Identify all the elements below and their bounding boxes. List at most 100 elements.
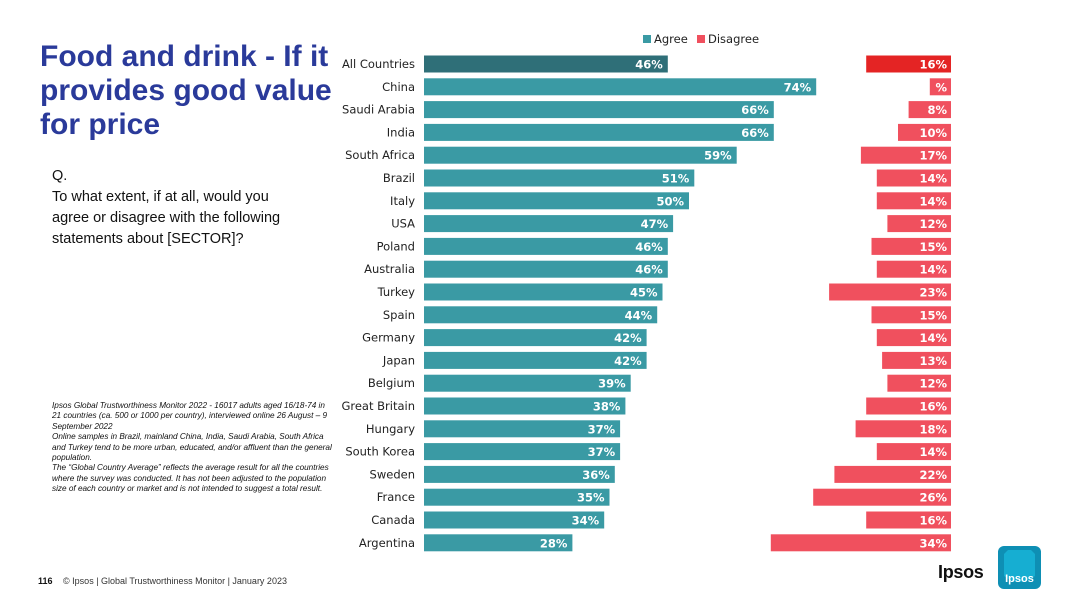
disagree-bar bbox=[929, 78, 951, 96]
disagree-bar bbox=[876, 443, 951, 461]
disagree-value-label: 17% bbox=[919, 149, 947, 163]
category-label: Australia bbox=[364, 262, 415, 276]
disagree-bar bbox=[834, 465, 951, 483]
agree-value-label: 50% bbox=[656, 194, 684, 208]
category-label: Poland bbox=[377, 239, 415, 253]
disagree-value-label: 14% bbox=[919, 194, 947, 208]
agree-value-label: 47% bbox=[641, 217, 669, 231]
agree-value-label: 38% bbox=[593, 400, 621, 414]
disagree-bar bbox=[770, 534, 951, 552]
category-label: USA bbox=[391, 217, 415, 231]
agree-value-label: 46% bbox=[635, 263, 663, 277]
disagree-bar bbox=[908, 101, 951, 119]
category-label: Spain bbox=[383, 308, 415, 322]
disagree-bar bbox=[871, 306, 951, 324]
ipsos-logo-text: Ipsos bbox=[938, 562, 984, 582]
page-title: Food and drink - If it provides good val… bbox=[40, 40, 332, 141]
source-note: Ipsos Global Trustworthiness Monitor 202… bbox=[52, 401, 332, 495]
category-label: Argentina bbox=[359, 536, 415, 550]
footer: 116 © Ipsos | Global Trustworthiness Mon… bbox=[38, 576, 287, 586]
disagree-value-label: 15% bbox=[919, 240, 947, 254]
agree-bar bbox=[424, 374, 631, 392]
disagree-value-label: 13% bbox=[919, 354, 947, 368]
agree-value-label: 37% bbox=[588, 445, 616, 459]
agree-value-label: 34% bbox=[572, 514, 600, 528]
disagree-value-label: 18% bbox=[919, 422, 947, 436]
source-note-line: Online samples in Brazil, mainland China… bbox=[52, 432, 332, 463]
disagree-value-label: 16% bbox=[919, 400, 947, 414]
agree-value-label: 44% bbox=[625, 308, 653, 322]
agree-bar bbox=[424, 192, 689, 210]
category-label: France bbox=[377, 490, 415, 504]
disagree-value-label: 8% bbox=[927, 103, 947, 117]
agree-bar bbox=[424, 465, 615, 483]
ipsos-logo-icon: Ipsos bbox=[998, 546, 1041, 589]
category-label: Belgium bbox=[368, 376, 415, 390]
disagree-bar bbox=[876, 192, 951, 210]
disagree-value-label: 12% bbox=[919, 377, 947, 391]
disagree-bar bbox=[855, 420, 951, 438]
disagree-value-label: 14% bbox=[919, 445, 947, 459]
category-label: Brazil bbox=[383, 171, 415, 185]
question-label: Q. bbox=[52, 168, 68, 184]
category-label: All Countries bbox=[342, 57, 415, 71]
category-label: China bbox=[382, 80, 415, 94]
disagree-value-label: 15% bbox=[919, 308, 947, 322]
disagree-value-label: 26% bbox=[919, 491, 947, 505]
agree-value-label: 35% bbox=[577, 491, 605, 505]
agree-value-label: 37% bbox=[588, 422, 616, 436]
disagree-value-label: 12% bbox=[919, 217, 947, 231]
question-block: Q. To what extent, if at all, would you … bbox=[52, 166, 282, 250]
agree-value-label: 45% bbox=[630, 286, 658, 300]
agree-bar bbox=[424, 511, 605, 529]
question-text: To what extent, if at all, would you agr… bbox=[52, 189, 281, 247]
disagree-bar bbox=[876, 169, 951, 187]
agree-value-label: 39% bbox=[598, 377, 626, 391]
agree-bar bbox=[424, 215, 674, 233]
category-label: Japan bbox=[382, 353, 415, 367]
category-label: Great Britain bbox=[341, 399, 415, 413]
agree-bar bbox=[424, 329, 647, 347]
disagree-bar bbox=[887, 215, 951, 233]
category-label: Hungary bbox=[366, 422, 415, 436]
source-note-line: Ipsos Global Trustworthiness Monitor 202… bbox=[52, 401, 328, 431]
disagree-bar bbox=[866, 397, 951, 415]
disagree-value-label: 23% bbox=[919, 286, 947, 300]
disagree-bar bbox=[860, 146, 951, 164]
agree-bar bbox=[424, 237, 668, 255]
agree-bar bbox=[424, 443, 621, 461]
legend-agree-swatch bbox=[643, 35, 651, 43]
category-label: India bbox=[387, 125, 415, 139]
agree-value-label: 46% bbox=[635, 58, 663, 72]
agree-bar bbox=[424, 146, 737, 164]
disagree-bar bbox=[866, 511, 951, 529]
disagree-value-label: 14% bbox=[919, 331, 947, 345]
agree-bar bbox=[424, 260, 668, 278]
agree-bar bbox=[424, 283, 663, 301]
legend-disagree-swatch bbox=[697, 35, 705, 43]
legend-disagree-label: Disagree bbox=[708, 32, 759, 46]
disagree-value-label: % bbox=[935, 80, 947, 94]
category-label: South Korea bbox=[345, 445, 415, 459]
category-label: Saudi Arabia bbox=[342, 103, 415, 117]
disagree-bar bbox=[882, 351, 951, 369]
disagree-value-label: 14% bbox=[919, 172, 947, 186]
agree-bar bbox=[424, 488, 610, 506]
agree-bar bbox=[424, 101, 774, 119]
disagree-value-label: 22% bbox=[919, 468, 947, 482]
agree-value-label: 42% bbox=[614, 354, 642, 368]
disagree-value-label: 14% bbox=[919, 263, 947, 277]
agree-value-label: 66% bbox=[741, 126, 769, 140]
category-label: Turkey bbox=[377, 285, 416, 299]
agree-value-label: 66% bbox=[741, 103, 769, 117]
category-label: Italy bbox=[390, 194, 415, 208]
disagree-value-label: 16% bbox=[919, 514, 947, 528]
agree-value-label: 51% bbox=[662, 172, 690, 186]
category-label: Sweden bbox=[370, 467, 415, 481]
category-label: Germany bbox=[362, 331, 415, 345]
agree-bar bbox=[424, 534, 573, 552]
agree-bar bbox=[424, 397, 626, 415]
disagree-bar bbox=[866, 55, 951, 73]
agree-bar bbox=[424, 123, 774, 141]
